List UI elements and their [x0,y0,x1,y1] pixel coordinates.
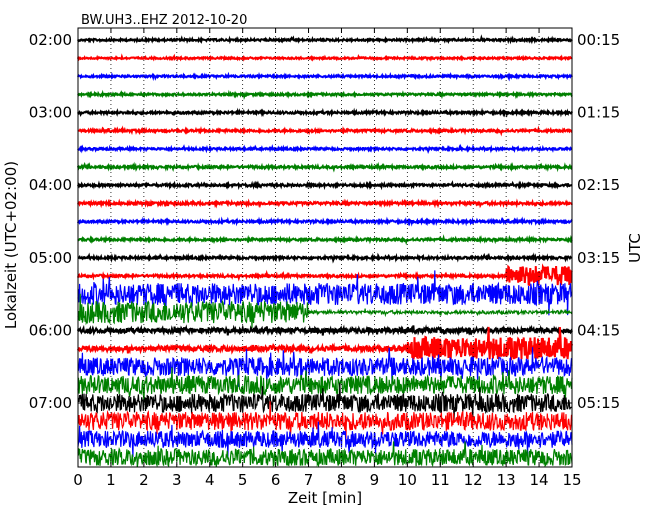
trace-row-9 [77,198,573,209]
y-tick-label-left-4: 03:00 [29,104,72,122]
trace-row-13 [77,263,573,286]
y-tick-label-right-20: 05:15 [577,394,620,412]
trace-row-18 [77,347,573,387]
y-tick-label-right-16: 04:15 [577,321,620,339]
trace-row-23 [77,441,573,468]
y-tick-label-right-8: 02:15 [577,176,620,194]
y-tick-label-left-12: 05:00 [29,249,72,267]
x-tick-label-11: 11 [431,471,450,489]
y-tick-label-left-20: 07:00 [29,394,72,412]
seismogram-traces [77,34,573,468]
trace-row-1 [77,53,573,62]
trace-row-21 [77,401,573,440]
x-tick-label-4: 4 [205,471,215,489]
x-axis-label: Zeit [min] [288,489,362,507]
y-tick-label-right-4: 01:15 [577,104,620,122]
trace-row-11 [77,234,573,246]
trace-row-2 [77,71,573,82]
x-tick-label-8: 8 [337,471,347,489]
y-tick-label-left-8: 04:00 [29,176,72,194]
trace-row-10 [77,216,573,227]
chart-title: BW.UH3..EHZ 2012-10-20 [81,13,247,28]
trace-row-4 [77,107,573,118]
x-tick-label-5: 5 [238,471,248,489]
y-axis-label-right: UTC [626,233,644,263]
plot-frame [77,27,573,468]
y-tick-label-right-0: 00:15 [577,31,620,49]
trace-row-14 [77,270,573,316]
x-tick-label-9: 9 [370,471,380,489]
x-tick-label-7: 7 [304,471,314,489]
tick-labels: 0 1 2 3 4 5 6 7 8 9 10 11 12 13 14 1502:0003:0004:0005:… [29,31,620,489]
x-tick-label-14: 14 [530,471,549,489]
y-tick-label-left-0: 02:00 [29,31,72,49]
trace-row-3 [77,89,573,100]
x-tick-label-12: 12 [464,471,483,489]
trace-row-12 [77,252,573,264]
x-tick-label-1: 1 [106,471,116,489]
x-tick-label-3: 3 [172,471,182,489]
y-axis-label-left: Lokalzeit (UTC+02:00) [2,161,20,329]
y-tick-label-right-12: 03:15 [577,249,620,267]
trace-row-0 [77,34,573,45]
trace-row-19 [77,367,573,403]
x-tick-label-15: 15 [562,471,581,489]
trace-row-22 [77,421,573,458]
trace-row-6 [77,143,573,155]
x-tick-label-6: 6 [271,471,281,489]
x-tick-label-10: 10 [398,471,417,489]
axis-ticks [77,28,573,467]
trace-row-8 [77,180,573,191]
x-tick-label-0: 0 [73,471,83,489]
trace-row-5 [77,125,573,137]
x-tick-label-13: 13 [497,471,516,489]
x-tick-label-2: 2 [139,471,149,489]
y-tick-label-left-16: 06:00 [29,321,72,339]
trace-row-20 [77,382,573,422]
trace-row-7 [77,161,573,173]
trace-row-15 [77,293,573,328]
trace-row-16 [77,324,573,337]
trace-row-17 [77,326,573,361]
